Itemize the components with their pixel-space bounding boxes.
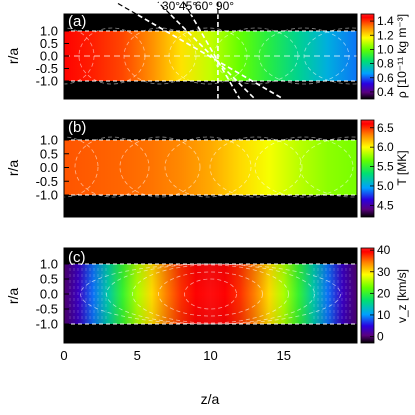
colorbar-tick-label: 1.0 (377, 42, 394, 56)
angle-label-2: 60° (195, 0, 213, 13)
colorbar-tick-label: 20 (377, 286, 391, 300)
colorbar-tick-label: 1.4 (377, 14, 394, 28)
angle-line-30 (134, 14, 286, 99)
panel-a-contours (64, 27, 357, 85)
angle-line-ext-30 (115, 1, 137, 15)
ytick-label: 1.0 (40, 257, 58, 272)
ytick-label: -1.0 (36, 74, 58, 89)
angle-line-ext-45 (157, 1, 171, 15)
angle-lines-above (115, 1, 219, 15)
colorbar-b-label: T [MK] (395, 150, 409, 185)
panel-c-contour (80, 263, 341, 325)
colorbar-tick-label: 0 (377, 330, 384, 344)
angle-line-45 (168, 14, 257, 99)
ytick-label: 0.0 (40, 287, 58, 302)
colorbar-tick-label: 6.5 (377, 121, 394, 135)
panel-b: (b) r/a 1.00.50.0-0.5-1.0 (5, 119, 358, 218)
ytick-label: 1.0 (40, 133, 58, 148)
panel-a-contour (258, 27, 350, 85)
panel-b-yticks: 1.00.50.0-0.5-1.0 (36, 133, 69, 203)
panel-c-contour (132, 264, 289, 324)
ytick-label: 0.5 (40, 36, 58, 51)
colorbar-tick-label: 0.6 (377, 71, 394, 85)
ytick-label: 0.0 (40, 49, 58, 64)
colorbar-b: 6.5 6.0 5.5 5.0 4.5 T [MK] (360, 119, 409, 218)
panel-b-contour (299, 136, 357, 198)
ytick-label: -0.5 (36, 174, 58, 189)
panel-c-contour (158, 271, 263, 317)
ytick-label: -0.5 (36, 302, 58, 317)
ytick-label: 0.5 (40, 146, 58, 161)
ytick-label: 0.0 (40, 160, 58, 175)
panel-a-contour (213, 27, 299, 85)
colorbar-a-label: ρ [10⁻¹¹ kg m⁻³] (395, 14, 409, 98)
panel-b-contour (119, 136, 201, 198)
colorbar-tick-label: 0.8 (377, 57, 394, 71)
panel-c-ylabel: r/a (5, 288, 21, 305)
xtick-label: 10 (203, 348, 217, 363)
colorbar-tick-label: 0.4 (377, 85, 394, 99)
panel-b-field (64, 140, 357, 195)
panel-b-contour (164, 136, 252, 198)
panel-c-shading (64, 264, 357, 324)
xtick-label: 5 (134, 348, 141, 363)
panel-a: (a) r/a 1.00.50.0-0.5-1.0 30°45°60° 90° (5, 0, 358, 100)
panel-c-label: (c) (68, 249, 86, 266)
panel-a-contour (123, 27, 197, 85)
angle-label-1: 45° (179, 0, 197, 13)
panel-c-yticks: 1.00.50.0-0.5-1.0 (36, 257, 69, 332)
xtick-label: 0 (60, 348, 67, 363)
panel-a-contour (303, 27, 357, 85)
colorbar-tick-label: 30 (377, 265, 391, 279)
panel-c-xticks: 0 5 10 15 (60, 337, 291, 363)
ytick-label: 0.5 (40, 272, 58, 287)
ytick-label: -1.0 (36, 188, 58, 203)
colorbar-c: 40 30 20 10 0 v_z [km/s] (360, 243, 409, 344)
colorbar-c-bar (360, 247, 375, 344)
angle-label-0: 30° (162, 0, 180, 13)
colorbar-tick-label: 10 (377, 308, 391, 322)
panel-b-contour (209, 136, 303, 198)
ytick-label: -0.5 (36, 61, 58, 76)
colorbar-b-ticks: 6.5 6.0 5.5 5.0 4.5 (370, 121, 394, 212)
colorbar-a-bar (360, 13, 375, 100)
angle-line-ext-60 (183, 1, 192, 15)
colorbar-b-bar (360, 119, 375, 218)
colorbar-tick-label: 4.5 (377, 198, 394, 212)
colorbar-c-label: v_z [km/s] (395, 269, 409, 323)
panel-a-contour (168, 27, 248, 85)
colorbar-tick-label: 5.5 (377, 160, 394, 174)
angle-line-60 (189, 14, 241, 99)
panel-b-contour (254, 136, 354, 198)
panel-b-contours (64, 136, 357, 198)
panel-c-contour (184, 278, 237, 310)
colorbar-a: 1.41.21.00.80.60.4 ρ [10⁻¹¹ kg m⁻³] (360, 13, 409, 100)
xtick-label: 15 (277, 348, 291, 363)
panel-c-contours (64, 263, 357, 325)
panel-b-ylabel: r/a (5, 160, 21, 177)
colorbar-tick-label: 6.0 (377, 140, 394, 154)
panel-b-contour (74, 136, 150, 198)
panel-b-label: (b) (68, 119, 86, 136)
colorbar-tick-label: 40 (377, 243, 391, 257)
panel-b-contour (64, 136, 99, 198)
colorbar-c-ticks: 40 30 20 10 0 (370, 243, 391, 344)
panel-a-contour (78, 27, 146, 85)
panel-c: (c) r/a 1.00.50.0-0.5-1.0 0 5 10 15 z/a (5, 247, 358, 407)
colorbar-a-ticks: 1.41.21.00.80.60.4 (370, 14, 394, 99)
colorbar-tick-label: 1.2 (377, 28, 394, 42)
panel-a-angle-labels: 30°45°60° 90° (162, 0, 234, 13)
panel-a-ylabel: r/a (5, 48, 21, 65)
panel-a-contour (64, 27, 95, 85)
panel-c-xlabel: z/a (201, 391, 220, 407)
ytick-label: 1.0 (40, 24, 58, 39)
panel-a-angle-lines (134, 14, 286, 99)
panel-a-yticks: 1.00.50.0-0.5-1.0 (36, 24, 69, 89)
colorbar-tick-label: 5.0 (377, 179, 394, 193)
angle-label-3: 90° (216, 0, 234, 13)
panel-a-label: (a) (68, 13, 86, 30)
ytick-label: -1.0 (36, 317, 58, 332)
